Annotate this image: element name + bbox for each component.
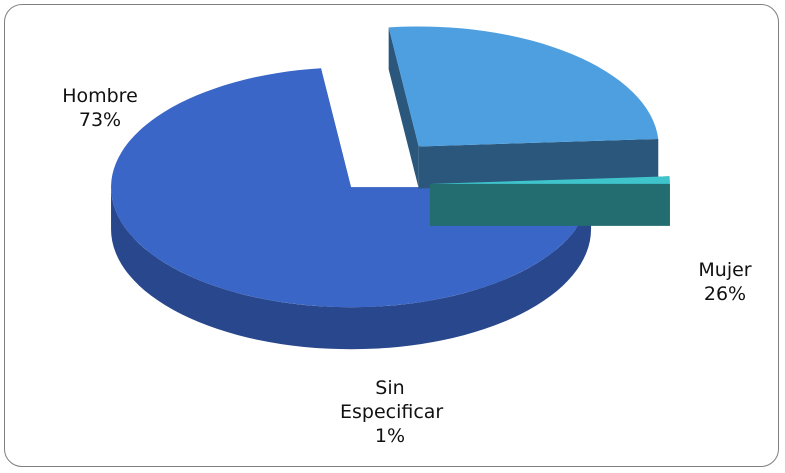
slice-label: Sin Especificar 1% — [340, 376, 444, 448]
slice-label: Hombre 73% — [40, 84, 160, 132]
chart-frame — [4, 4, 779, 467]
value-label: 26% — [703, 283, 747, 305]
slice-cut-face — [388, 27, 419, 189]
slice-label: Mujer 26% — [670, 258, 780, 306]
slice-cut-face — [418, 138, 659, 189]
category-label: Sin Especificar — [340, 377, 444, 423]
slice-side — [111, 187, 592, 350]
value-label: 73% — [78, 109, 122, 131]
slice — [388, 26, 659, 147]
slice — [111, 68, 592, 308]
category-label: Mujer — [698, 259, 752, 281]
slice-cut-face — [429, 183, 670, 226]
value-label: 1% — [374, 425, 406, 447]
slice — [429, 176, 670, 184]
category-label: Hombre — [62, 85, 138, 107]
